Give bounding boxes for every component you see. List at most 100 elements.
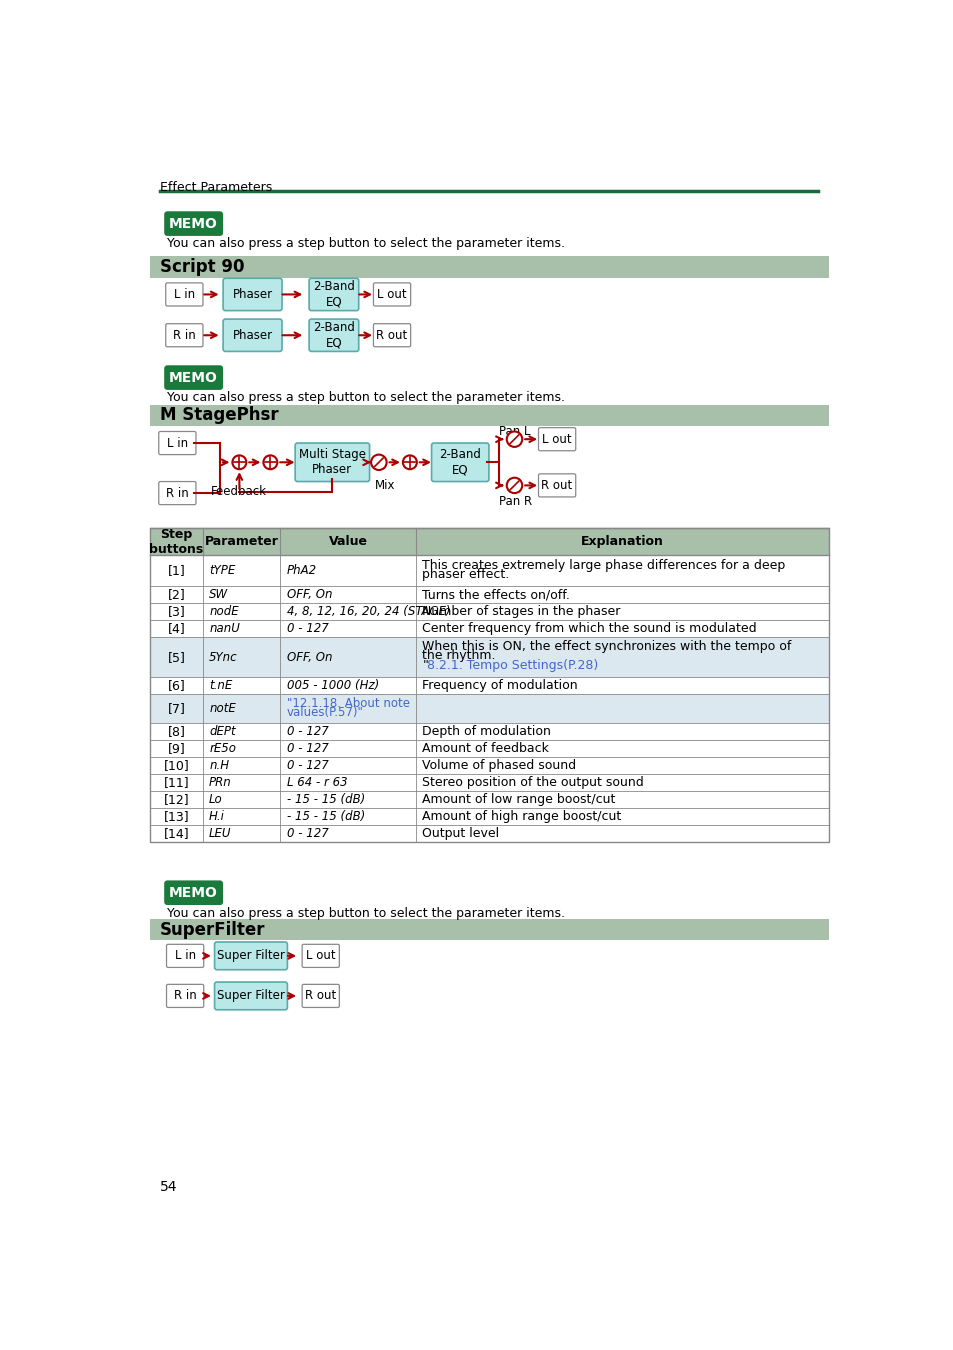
FancyBboxPatch shape (166, 284, 203, 306)
Text: L in: L in (173, 288, 194, 301)
Text: 2-Band
EQ: 2-Band EQ (438, 448, 480, 477)
Text: Mix: Mix (375, 479, 395, 493)
FancyBboxPatch shape (214, 981, 287, 1010)
Text: When this is ON, the effect synchronizes with the tempo of: When this is ON, the effect synchronizes… (422, 640, 791, 653)
Text: OFF, On: OFF, On (286, 589, 332, 601)
Text: Pan L: Pan L (498, 425, 530, 439)
Text: R in: R in (166, 486, 189, 500)
Text: Phaser: Phaser (233, 288, 273, 301)
FancyBboxPatch shape (164, 212, 223, 236)
Text: Lo: Lo (209, 792, 223, 806)
Text: [7]: [7] (168, 702, 185, 716)
Text: 0 - 127: 0 - 127 (286, 759, 328, 772)
Text: Amount of low range boost/cut: Amount of low range boost/cut (422, 792, 615, 806)
Text: 0 - 127: 0 - 127 (286, 743, 328, 755)
Text: L in: L in (174, 949, 195, 963)
FancyBboxPatch shape (167, 984, 204, 1007)
Text: Depth of modulation: Depth of modulation (422, 725, 551, 738)
Text: M StagePhsr: M StagePhsr (159, 406, 278, 424)
Text: Center frequency from which the sound is modulated: Center frequency from which the sound is… (422, 622, 756, 634)
Text: MEMO: MEMO (169, 886, 218, 899)
Text: "12.1.18. About note: "12.1.18. About note (286, 697, 409, 710)
FancyBboxPatch shape (164, 880, 223, 905)
FancyBboxPatch shape (309, 278, 358, 310)
Text: [2]: [2] (168, 589, 185, 601)
Bar (150, 637, 828, 678)
Text: Step
buttons: Step buttons (150, 528, 204, 556)
Text: Turns the effects on/off.: Turns the effects on/off. (422, 589, 570, 601)
Text: Explanation: Explanation (580, 535, 663, 548)
Text: This creates extremely large phase differences for a deep: This creates extremely large phase diffe… (422, 559, 784, 571)
Text: OFF, On: OFF, On (286, 651, 332, 664)
Text: values(P.57)": values(P.57)" (286, 706, 363, 720)
Text: PRn: PRn (209, 776, 232, 790)
Text: H.i: H.i (209, 810, 225, 824)
Text: Output level: Output level (422, 828, 498, 840)
Text: [8]: [8] (168, 725, 185, 738)
Text: 54: 54 (159, 1180, 177, 1193)
FancyBboxPatch shape (167, 944, 204, 968)
Text: L out: L out (541, 433, 572, 446)
Text: notE: notE (209, 702, 235, 716)
FancyBboxPatch shape (373, 284, 410, 306)
Text: the rhythm.: the rhythm. (422, 649, 496, 663)
Text: Frequency of modulation: Frequency of modulation (422, 679, 578, 693)
Text: Value: Value (329, 535, 367, 548)
FancyBboxPatch shape (373, 324, 410, 347)
Bar (150, 528, 828, 555)
Text: Script 90: Script 90 (159, 258, 244, 275)
Text: You can also press a step button to select the parameter items.: You can also press a step button to sele… (167, 392, 565, 405)
Text: 0 - 127: 0 - 127 (286, 725, 328, 738)
Text: 5Ync: 5Ync (209, 651, 237, 664)
FancyBboxPatch shape (302, 984, 339, 1007)
Text: [11]: [11] (164, 776, 190, 790)
Text: SuperFilter: SuperFilter (159, 921, 265, 938)
Bar (150, 405, 828, 427)
Text: L out: L out (306, 949, 335, 963)
Circle shape (402, 455, 416, 470)
FancyBboxPatch shape (294, 443, 369, 482)
Text: nodE: nodE (209, 605, 238, 618)
Text: R in: R in (172, 329, 195, 342)
Text: LEU: LEU (209, 828, 232, 840)
Text: 8.2.1. Tempo Settings(P.28): 8.2.1. Tempo Settings(P.28) (427, 659, 598, 672)
Text: tYPE: tYPE (209, 564, 235, 578)
FancyBboxPatch shape (158, 432, 195, 455)
Text: [12]: [12] (164, 792, 190, 806)
Text: L out: L out (376, 288, 406, 301)
Bar (150, 694, 828, 724)
Bar (150, 528, 828, 842)
Text: R out: R out (376, 329, 407, 342)
Text: Amount of feedback: Amount of feedback (422, 743, 549, 755)
Text: Volume of phased sound: Volume of phased sound (422, 759, 576, 772)
Text: [9]: [9] (168, 743, 185, 755)
Text: 0 - 127: 0 - 127 (286, 828, 328, 840)
Text: MEMO: MEMO (169, 371, 218, 385)
Text: Number of stages in the phaser: Number of stages in the phaser (422, 605, 620, 618)
Text: t.nE: t.nE (209, 679, 233, 693)
Text: R in: R in (173, 990, 196, 1003)
FancyBboxPatch shape (166, 324, 203, 347)
Text: n.H: n.H (209, 759, 229, 772)
Text: Super Filter: Super Filter (217, 949, 285, 963)
Circle shape (263, 455, 277, 470)
FancyBboxPatch shape (214, 942, 287, 969)
FancyBboxPatch shape (537, 428, 575, 451)
Text: L 64 - r 63: L 64 - r 63 (286, 776, 347, 790)
Bar (150, 919, 828, 941)
Text: - 15 - 15 (dB): - 15 - 15 (dB) (286, 810, 364, 824)
Text: L in: L in (167, 436, 188, 450)
Text: Phaser: Phaser (233, 329, 273, 342)
Text: 4, 8, 12, 16, 20, 24 (STAGE): 4, 8, 12, 16, 20, 24 (STAGE) (286, 605, 450, 618)
Text: [13]: [13] (164, 810, 190, 824)
Text: R out: R out (305, 990, 336, 1003)
Text: Multi Stage
Phaser: Multi Stage Phaser (298, 448, 366, 477)
Text: ": " (422, 659, 428, 672)
Text: Parameter: Parameter (205, 535, 278, 548)
Text: R out: R out (541, 479, 572, 491)
Text: Stereo position of the output sound: Stereo position of the output sound (422, 776, 643, 790)
FancyBboxPatch shape (164, 366, 223, 390)
Text: Super Filter: Super Filter (217, 990, 285, 1003)
Text: [5]: [5] (168, 651, 185, 664)
Text: [10]: [10] (164, 759, 190, 772)
